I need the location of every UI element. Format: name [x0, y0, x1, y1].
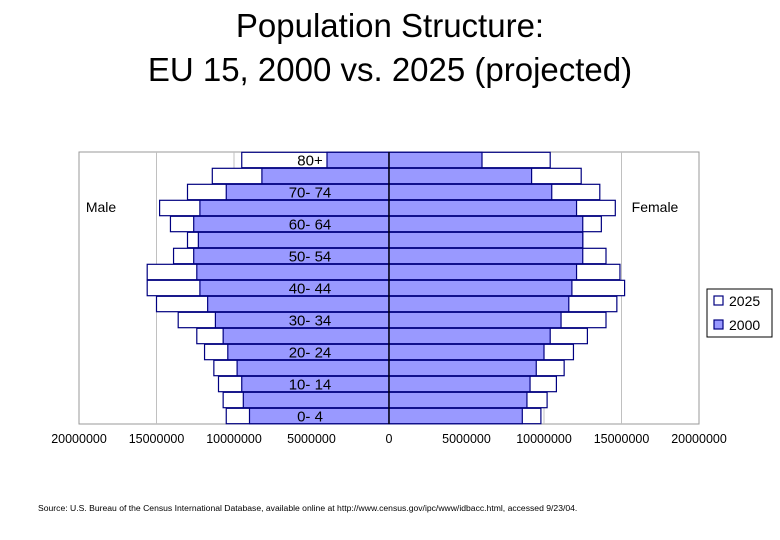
bar-2000-female	[388, 167, 533, 185]
legend: 2025 2000	[706, 288, 773, 338]
category-label: 80+	[297, 153, 323, 170]
bar-2000-female	[388, 183, 553, 201]
label-layer: 80+ 70- 74 60- 64 50- 54 40- 44 30- 34 20- 24 1…	[86, 153, 679, 426]
population-pyramid-chart: 80+ 70- 74 60- 64 50- 54 40- 44 30- 34 20- 24 1…	[51, 151, 773, 446]
x-tick-label: 5000000	[287, 432, 336, 446]
category-label: 50- 54	[289, 249, 332, 266]
category-label: 0- 4	[297, 409, 323, 426]
category-label: 30- 34	[289, 313, 332, 330]
bar-2000-female	[388, 247, 584, 265]
x-tick-label: 5000000	[442, 432, 491, 446]
category-label: 40- 44	[289, 281, 332, 298]
x-tick-label: 10000000	[516, 432, 572, 446]
category-label: 20- 24	[289, 345, 332, 362]
bar-2000-male	[197, 231, 390, 249]
bar-2000-female	[388, 407, 523, 425]
legend-swatch-2000	[713, 319, 724, 330]
bar-2000-female	[388, 231, 584, 249]
axis-layer: 20000000 15000000 10000000 5000000 0 5000000 1…	[51, 152, 727, 446]
category-label: 70- 74	[289, 185, 332, 202]
bar-2000-female	[388, 359, 537, 377]
bar-2000-female	[388, 295, 570, 313]
x-tick-label: 10000000	[206, 432, 262, 446]
bar-2000-male	[207, 295, 390, 313]
x-tick-label: 15000000	[129, 432, 185, 446]
legend-label-2000: 2000	[729, 317, 760, 333]
x-tick-label: 20000000	[671, 432, 727, 446]
bar-2000-female	[388, 391, 528, 409]
bar-2000-female	[388, 215, 584, 233]
bar-2000-male	[261, 167, 390, 185]
bar-2000-male	[199, 199, 390, 217]
x-tick-label: 0	[386, 432, 393, 446]
bar-2000-male	[326, 151, 390, 169]
female-label: Female	[632, 199, 679, 215]
x-tick-label: 15000000	[594, 432, 650, 446]
bar-layer	[146, 151, 626, 425]
bar-2000-female	[388, 311, 562, 329]
bar-2000-male	[242, 391, 390, 409]
x-tick-label: 20000000	[51, 432, 107, 446]
category-label: 10- 14	[289, 377, 332, 394]
male-label: Male	[86, 199, 117, 215]
bar-2000-female	[388, 199, 578, 217]
title-line-2: EU 15, 2000 vs. 2025 (projected)	[147, 51, 633, 88]
bar-2000-female	[388, 151, 483, 169]
title-line-1: Population Structure:	[235, 7, 545, 44]
category-label: 60- 64	[289, 217, 332, 234]
bar-2000-male	[236, 359, 390, 377]
bar-2000-female	[388, 343, 545, 361]
legend-swatch-2025	[713, 295, 724, 306]
bar-2000-female	[388, 375, 531, 393]
source-note: Source: U.S. Bureau of the Census Intern…	[38, 503, 578, 513]
bar-2000-male	[196, 263, 390, 281]
bar-2000-female	[388, 279, 573, 297]
bar-2000-female	[388, 263, 578, 281]
bar-2000-female	[388, 327, 551, 345]
legend-label-2025: 2025	[729, 293, 760, 309]
bar-2000-male	[222, 327, 390, 345]
slide-title: Population Structure: EU 15, 2000 vs. 20…	[0, 4, 780, 92]
